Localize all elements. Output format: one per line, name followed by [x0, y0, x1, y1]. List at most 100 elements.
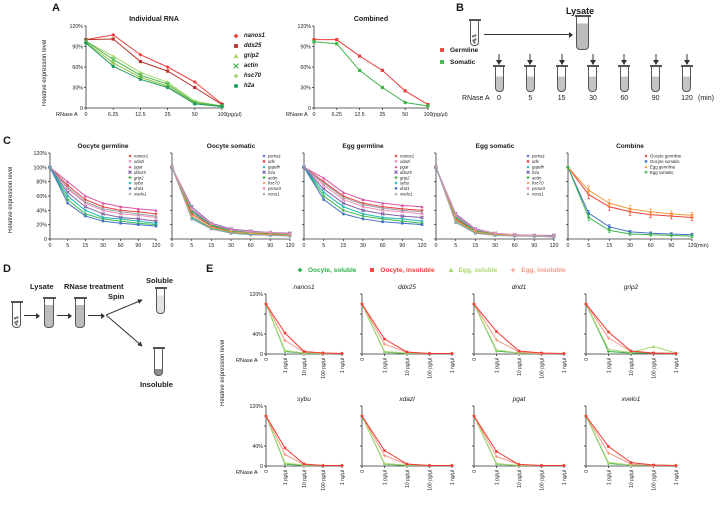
svg-text:120: 120 [152, 243, 161, 249]
svg-text:100 pg/µl: 100 pg/µl [428, 358, 434, 379]
panel-e-label: E [206, 263, 214, 275]
legend-marker-icon [234, 44, 238, 48]
svg-text:ddx25: ddx25 [134, 170, 146, 175]
chart-e-grip2: grip2 0 1 pg/µl 10 pg/µl 100 pg/µl 1 ng/µl [576, 280, 682, 392]
svg-text:1 pg/µl: 1 pg/µl [383, 358, 389, 373]
legend-panel-e: Oocyte, soluble Oocyte, insoluble Egg, sol… [296, 266, 566, 274]
sample-tube-icon [618, 65, 631, 92]
legend-item: hsc70 [232, 72, 265, 80]
svg-text:(min): (min) [696, 243, 709, 249]
timepoint-tube: 15 [555, 54, 569, 102]
chart-canvas: Oocyte germline 0 20% 40% 60% 80% 100% 120% 0 5 15… [33, 143, 161, 249]
svg-text:0: 0 [260, 464, 263, 470]
svg-text:60: 60 [118, 243, 124, 249]
legend-item: Oocyte, insoluble [368, 266, 435, 274]
svg-text:1 ng/µl: 1 ng/µl [562, 470, 568, 485]
svg-text:90%: 90% [300, 45, 311, 51]
rnase-treated-tube-icon [73, 297, 87, 328]
svg-text:1 ng/µl: 1 ng/µl [674, 470, 680, 485]
svg-text:25: 25 [379, 112, 385, 118]
svg-text:hsc70: hsc70 [268, 181, 280, 186]
svg-text:30%: 30% [300, 86, 311, 92]
legend-marker-icon [370, 268, 375, 272]
timepoint-label: 5 [528, 95, 533, 102]
svg-text:0: 0 [360, 358, 366, 361]
chart-combine: Combine 0 5 15 30 60 90 120 (min) Oocyte germline… [560, 139, 718, 257]
arrow-down-icon [527, 54, 534, 65]
svg-text:dnd1: dnd1 [400, 186, 410, 191]
chart-individual-rna: Individual RNA 0 30% 60% 90% 120% 0 6.25 12.5 25 5… [56, 8, 242, 132]
svg-text:90: 90 [135, 243, 141, 249]
chart-canvas: Individual RNA 0 30% 60% 90% 120% 0 6.25 12.5 25 5… [56, 16, 242, 118]
svg-text:actin: actin [268, 175, 278, 180]
svg-text:gapdh: gapdh [268, 165, 281, 170]
soluble-tube-icon [154, 287, 167, 314]
panel-b-lysate-diagram: Lysate 0 5 15 30 60 90 120 RNase A (min) [462, 6, 718, 132]
svg-text:60: 60 [380, 243, 386, 249]
timecourse-tube-row: 0 5 15 30 60 90 120 [492, 54, 694, 102]
arrow-down-icon [496, 54, 502, 65]
svg-text:0: 0 [264, 470, 270, 473]
svg-text:psma1: psma1 [267, 154, 282, 159]
svg-text:xdazl: xdazl [399, 159, 411, 164]
svg-text:pgat: pgat [512, 396, 527, 403]
svg-text:nanos1: nanos1 [134, 154, 149, 159]
svg-text:1 pg/µl: 1 pg/µl [495, 470, 501, 485]
timepoint-label: 0 [497, 95, 501, 102]
chart-canvas: pgat 0 1 pg/µl 10 pg/µl 100 pg/µl 1 ng/µl [472, 396, 568, 491]
timepoint-label: 90 [651, 95, 660, 102]
legend-marker-icon [510, 267, 516, 273]
svg-text:xvelo1: xvelo1 [399, 192, 413, 197]
legend-item: Egg, insoluble [509, 266, 566, 274]
svg-text:(pg/µl): (pg/µl) [432, 112, 448, 118]
svg-text:ccna1: ccna1 [532, 192, 544, 197]
sample-tube-icon [586, 65, 599, 92]
svg-text:RNase A: RNase A [236, 470, 258, 476]
insoluble-tube-icon [152, 347, 165, 376]
svg-text:100 pg/µl: 100 pg/µl [540, 470, 546, 491]
svg-text:psma1: psma1 [531, 154, 546, 159]
svg-text:40%: 40% [36, 208, 47, 214]
svg-text:pgat: pgat [399, 165, 409, 170]
timepoint-tube: 30 [586, 54, 600, 102]
svg-text:60: 60 [248, 243, 254, 249]
chart-e-nanos1: nanos1 0 40% 120% 0 1 pg/µl 10 pg/µl 100 pg/µl 1… [236, 280, 348, 392]
svg-text:0: 0 [472, 358, 478, 361]
panel-a-label: A [52, 2, 60, 14]
svg-text:0: 0 [85, 112, 88, 118]
lysate-title: Lysate [566, 6, 595, 16]
timepoint-tube: 5 [523, 54, 537, 102]
svg-text:10 pg/µl: 10 pg/µl [405, 358, 411, 376]
svg-text:Oocyte germline: Oocyte germline [78, 143, 129, 150]
svg-text:90: 90 [668, 243, 674, 249]
legend-marker-icon [448, 267, 454, 273]
svg-text:100 pg/µl: 100 pg/µl [540, 358, 546, 379]
chart-egg-germline: Egg germline 0 5 15 30 60 90 120 nanos1 xdazl pgat… [296, 139, 426, 257]
svg-text:100 pg/µl: 100 pg/µl [428, 470, 434, 491]
svg-text:0: 0 [567, 243, 570, 249]
sample-tube-icon [555, 65, 568, 92]
svg-text:Oocyte somatic: Oocyte somatic [207, 143, 256, 150]
rnase-a-label: RNase A [462, 95, 490, 102]
svg-text:xdazl: xdazl [133, 159, 145, 164]
svg-text:Egg germline: Egg germline [650, 165, 676, 170]
arrow-right-icon [24, 312, 40, 319]
svg-text:15: 15 [340, 243, 346, 249]
svg-text:1 pg/µl: 1 pg/µl [383, 470, 389, 485]
svg-text:1 ng/µl: 1 ng/µl [674, 358, 680, 373]
svg-text:dnd1: dnd1 [512, 284, 527, 291]
svg-text:120%: 120% [249, 292, 263, 298]
svg-text:40%: 40% [252, 444, 263, 450]
svg-text:1 pg/µl: 1 pg/µl [283, 358, 289, 373]
arrow-down-icon [558, 54, 565, 65]
cell-sample-tube-icon [468, 19, 481, 46]
svg-text:120: 120 [550, 243, 559, 249]
svg-text:Oocyte germline: Oocyte germline [650, 154, 682, 159]
legend-item: grip2 [232, 52, 265, 60]
chart-e-dnd1: dnd1 0 1 pg/µl 10 pg/µl 100 pg/µl 1 ng/µl [464, 280, 570, 392]
svg-text:1 ng/µl: 1 ng/µl [562, 358, 568, 373]
chart-canvas: Egg somatic 0 5 15 30 60 90 120 psma1odcgapdhh2a… [434, 143, 559, 249]
svg-text:90: 90 [267, 243, 273, 249]
legend-marker-icon [233, 53, 239, 59]
svg-text:40%: 40% [252, 332, 263, 338]
